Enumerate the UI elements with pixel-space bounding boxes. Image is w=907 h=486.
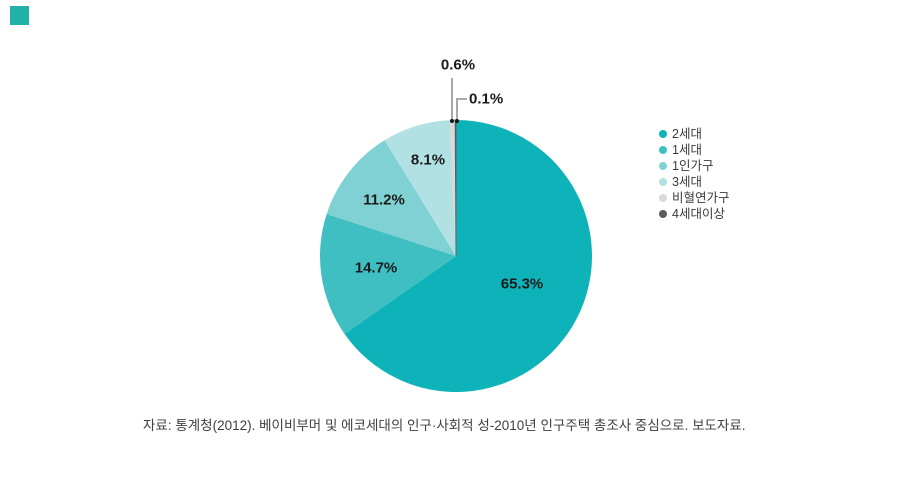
legend-item: 1인가구 [659,158,730,174]
source-note: 자료: 통계청(2012). 베이비부머 및 에코세대의 인구·사회적 성-20… [143,418,746,433]
pie-chart [320,119,593,392]
callout-line-0.1-vertical [456,98,458,121]
slice-label-1sedae: 14.7% [354,259,398,277]
legend-label: 1인가구 [672,159,714,173]
callout-line-0.6 [451,78,453,121]
legend-swatch [659,162,667,170]
legend-item: 4세대이상 [659,206,730,222]
legend-swatch [659,178,667,186]
callout-line-0.1-horizontal [457,98,467,100]
pie-slice-3세대 [384,120,456,256]
slice-label-4sedae: 0.1% [469,90,504,108]
callout-dot-0.1 [455,119,459,123]
legend-label: 3세대 [672,175,702,189]
legend-item: 1세대 [659,142,730,158]
pie-slice-2세대 [344,120,593,392]
slice-label-3sedae: 8.1% [410,151,446,169]
legend: 2세대 1세대 1인가구 3세대 비혈연가구 4세대이상 [659,126,730,222]
legend-label: 4세대이상 [672,207,725,221]
legend-swatch [659,210,667,218]
legend-label: 비혈연가구 [672,191,730,205]
corner-accent-square [10,6,29,25]
slice-label-1ingagu: 11.2% [363,191,405,209]
pie-slice-1인가구 [326,140,456,256]
legend-swatch [659,130,667,138]
legend-label: 2세대 [672,127,702,141]
pie-slice-1세대 [320,213,456,334]
callout-dot-0.6 [450,119,454,123]
legend-swatch [659,194,667,202]
slice-label-bihyeolyeon: 0.6% [440,56,476,74]
legend-item: 비혈연가구 [659,190,730,206]
legend-item: 2세대 [659,126,730,142]
legend-item: 3세대 [659,174,730,190]
legend-swatch [659,146,667,154]
legend-label: 1세대 [672,143,702,157]
slice-label-2sedae: 65.3% [500,275,544,293]
